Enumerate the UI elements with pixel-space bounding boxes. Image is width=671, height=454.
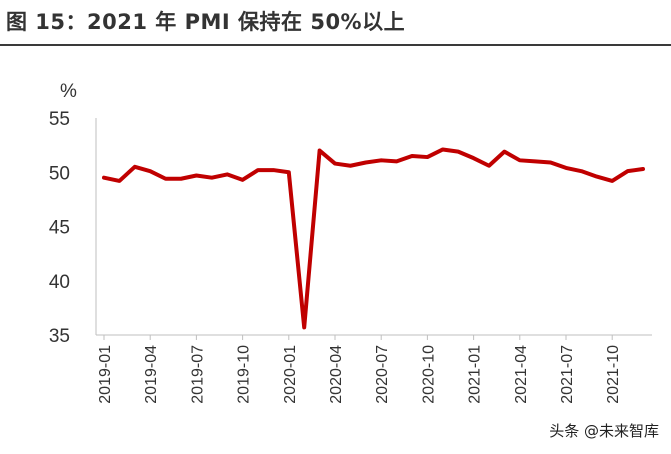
data-point: [641, 167, 645, 171]
data-point: [364, 160, 368, 164]
data-point: [425, 155, 429, 159]
data-point: [395, 159, 399, 163]
data-point: [318, 149, 322, 153]
y-tick-labels: 35 40 45 50 55: [49, 109, 70, 347]
data-point: [549, 160, 553, 164]
data-point: [164, 177, 168, 181]
data-point: [579, 169, 583, 173]
data-point: [379, 158, 383, 162]
data-point: [179, 177, 183, 181]
x-tick-label: 2019-10: [236, 345, 253, 404]
data-point: [148, 169, 152, 173]
data-point: [610, 179, 614, 183]
x-tick-label: 2020-04: [328, 345, 345, 404]
data-point: [117, 179, 121, 183]
x-tick-label: 2021-10: [605, 345, 622, 404]
watermark: 头条 @未来智库: [547, 420, 661, 441]
data-point: [456, 150, 460, 154]
x-tick-label: 2019-01: [97, 345, 114, 404]
data-point: [626, 169, 630, 173]
x-tick-label: 2019-04: [143, 345, 160, 404]
data-point: [241, 178, 245, 182]
data-point: [210, 176, 214, 180]
data-point: [133, 165, 137, 169]
x-tick-label: 2020-01: [282, 345, 299, 404]
x-tick-label: 2021-07: [559, 345, 576, 404]
data-point: [487, 164, 491, 168]
y-tick-label: 35: [49, 326, 70, 347]
x-tick-label: 2021-04: [513, 345, 530, 404]
x-tick-label: 2019-07: [189, 345, 206, 404]
data-point: [194, 174, 198, 178]
y-tick-label: 50: [49, 163, 70, 184]
x-tick-labels: 2019-01 2019-04 2019-07 2019-10 2020-01 2020-…: [97, 335, 622, 404]
pmi-series-line: [102, 147, 645, 330]
data-point: [533, 159, 537, 163]
x-tick-label: 2020-07: [374, 345, 391, 404]
series-points: [102, 147, 645, 329]
data-point: [518, 158, 522, 162]
title-divider: [0, 44, 671, 46]
data-point: [564, 166, 568, 170]
data-point: [302, 325, 306, 329]
y-tick-label: 45: [49, 218, 70, 239]
data-point: [102, 176, 106, 180]
data-point: [410, 154, 414, 158]
y-tick-label: 40: [49, 272, 70, 293]
data-point: [287, 170, 291, 174]
data-point: [256, 168, 260, 172]
chart-title: 图 15：2021 年 PMI 保持在 50%以上: [6, 10, 406, 34]
data-point: [472, 156, 476, 160]
data-point: [348, 164, 352, 168]
data-point: [333, 162, 337, 166]
x-tick-label: 2021-01: [467, 345, 484, 404]
y-tick-label: 55: [49, 109, 70, 130]
x-tick-label: 2020-10: [420, 345, 437, 404]
y-axis-unit: %: [60, 81, 77, 102]
data-point: [441, 147, 445, 151]
data-point: [595, 175, 599, 179]
data-point: [502, 150, 506, 154]
data-point: [225, 172, 229, 176]
data-point: [271, 168, 275, 172]
